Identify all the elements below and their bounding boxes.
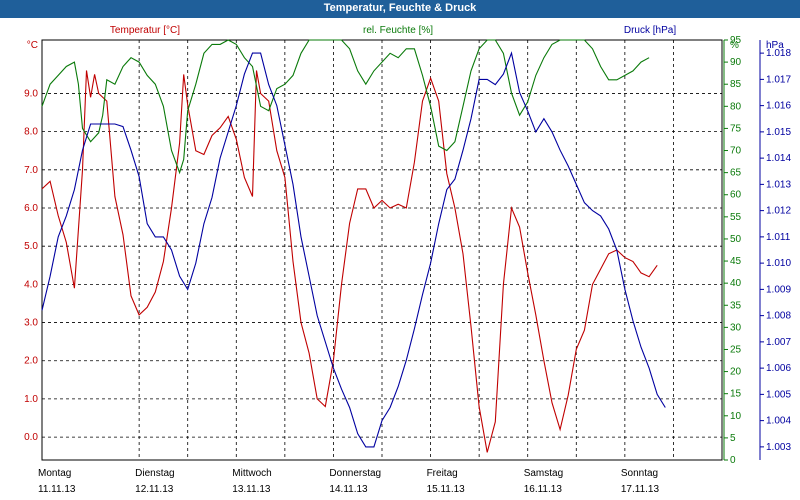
humidity-tick-label: 15 <box>730 389 742 400</box>
pressure-unit-label: hPa <box>766 40 784 51</box>
humidity-series-line <box>41 39 650 175</box>
pressure-tick-label: 1.003 <box>766 442 791 453</box>
temperature-series-line <box>41 70 658 453</box>
pressure-tick-label: 1.006 <box>766 363 791 374</box>
pressure-tick-label: 1.016 <box>766 101 791 112</box>
humidity-tick-label: 90 <box>730 57 742 68</box>
pressure-tick-label: 1.012 <box>766 206 791 217</box>
temperature-tick-label: 0.0 <box>24 432 38 443</box>
temperature-tick-label: 5.0 <box>24 241 38 252</box>
day-name-label: Mittwoch <box>232 468 271 479</box>
day-name-label: Donnerstag <box>329 468 381 479</box>
chart-title: Temperatur, Feuchte & Druck <box>323 2 477 14</box>
pressure-series-label: Druck [hPa] <box>624 25 676 36</box>
humidity-tick-label: 35 <box>730 300 742 311</box>
humidity-tick-label: 95 <box>730 35 742 46</box>
temperature-tick-label: 1.0 <box>24 394 38 405</box>
humidity-series-label: rel. Feuchte [%] <box>363 25 433 36</box>
day-date-label: 17.11.13 <box>621 484 660 495</box>
pressure-tick-label: 1.007 <box>766 337 791 348</box>
day-date-label: 11.11.13 <box>38 484 76 495</box>
pressure-tick-label: 1.008 <box>766 311 791 322</box>
humidity-unit-label: % <box>730 40 739 51</box>
pressure-tick-label: 1.018 <box>766 48 791 59</box>
temperature-tick-label: 3.0 <box>24 318 38 329</box>
humidity-tick-label: 60 <box>730 190 742 201</box>
temperature-tick-label: 8.0 <box>24 127 38 138</box>
pressure-tick-label: 1.005 <box>766 389 791 400</box>
pressure-tick-label: 1.017 <box>766 74 791 85</box>
pressure-tick-label: 1.013 <box>766 179 791 190</box>
day-date-label: 16.11.13 <box>524 484 563 495</box>
humidity-tick-label: 20 <box>730 367 742 378</box>
pressure-tick-label: 1.015 <box>766 127 791 138</box>
humidity-tick-label: 0 <box>730 455 736 466</box>
day-name-label: Dienstag <box>135 468 174 479</box>
humidity-tick-label: 50 <box>730 234 742 245</box>
temperature-tick-label: 4.0 <box>24 279 38 290</box>
pressure-tick-label: 1.010 <box>766 258 791 269</box>
humidity-tick-label: 75 <box>730 123 742 134</box>
day-date-label: 13.11.13 <box>232 484 271 495</box>
day-date-label: 14.11.13 <box>329 484 368 495</box>
temperature-tick-label: 6.0 <box>24 203 38 214</box>
pressure-tick-label: 1.014 <box>766 153 791 164</box>
day-date-label: 15.11.13 <box>427 484 466 495</box>
title-bar <box>0 0 800 18</box>
day-name-label: Samstag <box>524 468 563 479</box>
humidity-tick-label: 40 <box>730 278 742 289</box>
humidity-tick-label: 30 <box>730 322 742 333</box>
humidity-tick-label: 10 <box>730 411 742 422</box>
pressure-tick-label: 1.004 <box>766 416 791 427</box>
humidity-tick-label: 45 <box>730 256 742 267</box>
humidity-tick-label: 55 <box>730 212 742 223</box>
humidity-tick-label: 25 <box>730 344 742 355</box>
day-name-label: Freitag <box>427 468 458 479</box>
pressure-tick-label: 1.011 <box>766 232 791 243</box>
humidity-tick-label: 5 <box>730 433 736 444</box>
temperature-series-label: Temperatur [°C] <box>110 25 180 36</box>
temperature-tick-label: 9.0 <box>24 88 38 99</box>
humidity-tick-label: 80 <box>730 101 742 112</box>
humidity-tick-label: 65 <box>730 168 742 179</box>
pressure-series-line <box>41 51 666 448</box>
day-name-label: Montag <box>38 468 71 479</box>
temperature-unit-label: °C <box>27 40 38 51</box>
humidity-tick-label: 70 <box>730 146 742 157</box>
day-date-label: 12.11.13 <box>135 484 174 495</box>
day-name-label: Sonntag <box>621 468 658 479</box>
humidity-tick-label: 85 <box>730 79 742 90</box>
temperature-tick-label: 2.0 <box>24 356 38 367</box>
pressure-tick-label: 1.009 <box>766 284 791 295</box>
temperature-tick-label: 7.0 <box>24 165 38 176</box>
